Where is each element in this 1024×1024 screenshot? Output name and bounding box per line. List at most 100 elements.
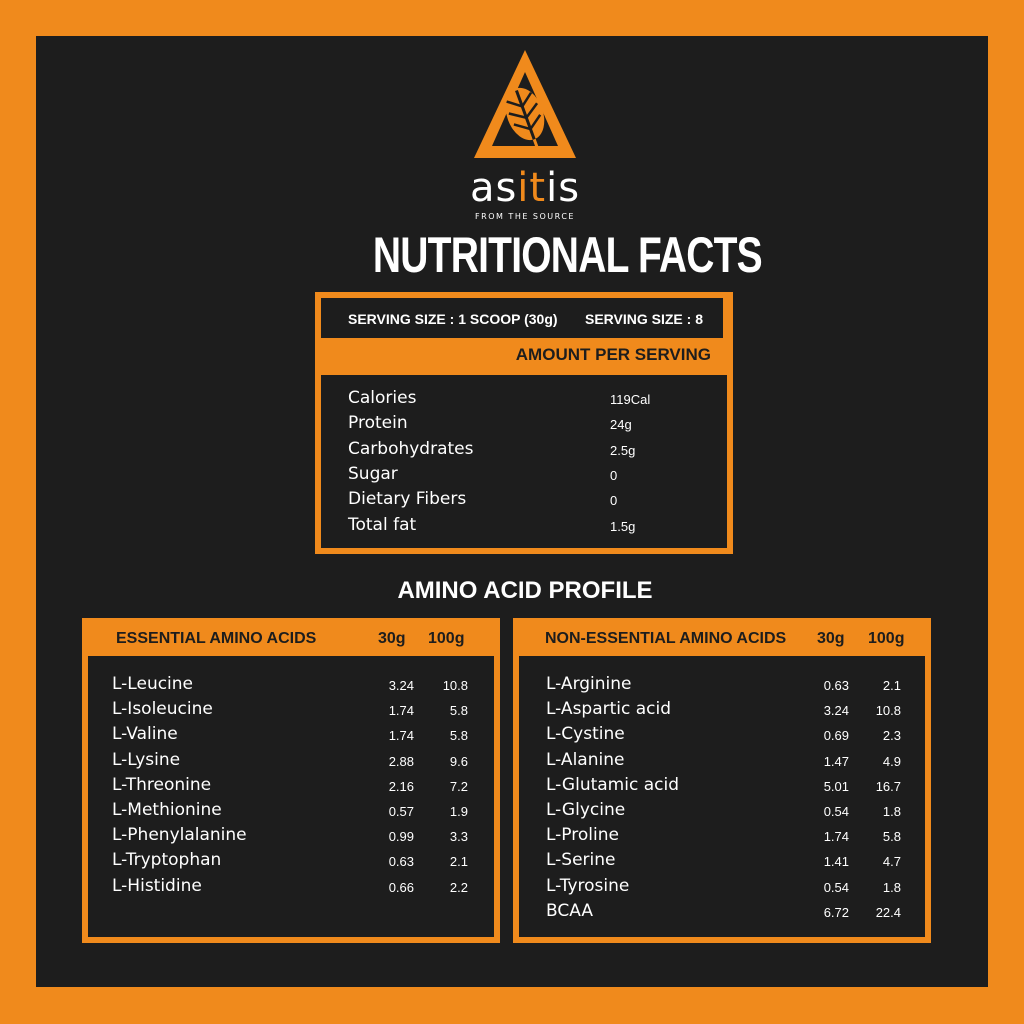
amino-name: L-Aspartic acid [546,699,672,720]
nutrient-name: Sugar [348,463,398,484]
nutrition-row: Protein 24g [348,413,718,438]
amino-profile-title: AMINO ACID PROFILE [397,577,653,604]
amino-value-100g: 9.6 [449,753,468,769]
amino-value-30g: 0.63 [388,854,414,870]
amino-name: L-Glycine [546,800,626,820]
amino-row: L-Aspartic acid 3.24 10.8 [546,699,925,724]
amino-value-30g: 0.54 [823,879,849,895]
brand-tagline: FROM THE SOURCE [475,212,575,221]
amino-value-30g: 0.54 [823,804,849,819]
amino-value-100g: 3.3 [449,829,468,845]
nonessential-rows: L-Arginine 0.63 2.1 L-Aspartic acid 3.24 10.8… [519,656,925,937]
amino-name: L-Arginine [546,674,632,694]
nutrient-name: Carbohydrates [348,438,474,459]
nutrient-name: Calories [348,388,417,408]
amino-value-30g: 5.01 [823,778,849,794]
amino-name: L-Methionine [112,800,222,820]
amino-value-30g: 0.63 [823,678,849,693]
amino-name: L-Leucine [112,674,194,694]
leaf-triangle-icon [474,50,576,158]
amino-value-30g: 1.47 [823,753,849,769]
amino-value-100g: 5.8 [882,829,901,845]
amino-value-30g: 2.16 [388,778,414,794]
amino-value-30g: 2.88 [388,753,414,769]
amino-row: L-Glutamic acid 5.01 16.7 [546,775,925,800]
amino-value-100g: 4.7 [882,854,901,870]
servings-count: SERVING SIZE : 8 [585,311,703,327]
essential-rows: L-Leucine 3.24 10.8 L-Isoleucine 1.74 5.8 L-Va… [88,656,494,937]
amino-row: L-Tyrosine 0.54 1.8 [546,876,925,901]
essential-col-30g: 30g [378,630,406,647]
nutrition-facts-box: SERVING SIZE : 1 SCOOP (30g) SERVING SIZ… [315,292,733,554]
amino-row: L-Lysine 2.88 9.6 [112,750,494,775]
nonessential-amino-table: NON-ESSENTIAL AMINO ACIDS 30g 100g L-Arg… [513,618,931,943]
amino-name: L-Histidine [112,875,202,896]
amino-value-30g: 0.57 [388,804,414,819]
essential-amino-table: ESSENTIAL AMINO ACIDS 30g 100g L-Leucine… [82,618,500,943]
serving-info: SERVING SIZE : 1 SCOOP (30g) SERVING SIZ… [321,298,723,338]
amino-value-100g: 4.9 [882,753,901,769]
amino-row: L-Serine 1.41 4.7 [546,850,925,875]
amino-value-100g: 2.2 [449,879,468,895]
amino-value-100g: 10.8 [875,703,901,719]
amino-row: L-Methionine 0.57 1.9 [112,800,494,825]
amino-name: L-Cystine [546,724,625,745]
amino-name: BCAA [546,900,593,921]
nutrition-row: Total fat 1.5g [348,515,718,540]
amino-value-30g: 1.74 [823,829,849,845]
amino-value-100g: 2.1 [882,678,901,693]
amino-row: L-Tryptophan 0.63 2.1 [112,850,494,875]
nutrient-name: Dietary Fibers [348,489,467,510]
amino-name: L-Valine [112,724,178,745]
amino-value-100g: 1.9 [449,804,468,819]
amino-value-30g: 1.74 [388,703,414,719]
amino-row: L-Phenylalanine 0.99 3.3 [112,825,494,850]
nonessential-col-100g: 100g [868,630,905,647]
amino-value-30g: 0.99 [388,829,414,845]
amino-row: L-Alanine 1.47 4.9 [546,750,925,775]
nutrition-rows: Calories 119Cal Protein 24g Carbohydrates 2.5… [321,375,727,548]
nonessential-col-30g: 30g [817,630,845,647]
amino-value-30g: 3.24 [823,703,849,719]
amino-name: L-Isoleucine [112,699,213,720]
amino-value-30g: 1.41 [823,854,849,870]
amino-value-100g: 16.7 [875,778,901,794]
nutrient-name: Protein [348,413,408,434]
nutrition-row: Carbohydrates 2.5g [348,439,718,464]
amino-value-30g: 3.24 [388,678,414,693]
amino-value-100g: 2.1 [449,854,468,870]
amino-name: L-Threonine [112,774,212,795]
nutrient-value: 119Cal [610,392,651,407]
amino-row: L-Valine 1.74 5.8 [112,724,494,749]
page-title: NUTRITIONAL FACTS [372,227,763,283]
amino-value-100g: 22.4 [875,904,901,920]
amino-row: L-Leucine 3.24 10.8 [112,674,494,699]
nutrient-value: 1.5g [610,518,636,534]
amino-row: L-Proline 1.74 5.8 [546,825,925,850]
amino-name: L-Proline [546,825,619,846]
nutrition-row: Calories 119Cal [348,388,718,413]
amino-value-100g: 7.2 [449,778,468,794]
amino-name: L-Alanine [546,749,625,770]
amino-value-100g: 10.8 [442,678,468,693]
essential-header: ESSENTIAL AMINO ACIDS [116,630,317,647]
amino-row: L-Histidine 0.66 2.2 [112,876,494,901]
amino-value-100g: 5.8 [449,728,468,744]
amino-value-100g: 5.8 [449,703,468,719]
amino-name: L-Lysine [112,749,181,770]
amino-value-30g: 6.72 [823,904,849,920]
amino-name: L-Serine [546,850,616,871]
nutrient-value: 0 [610,493,618,509]
amino-row: L-Isoleucine 1.74 5.8 [112,699,494,724]
amino-row: L-Arginine 0.63 2.1 [546,674,925,699]
brand-name: asitis [469,165,581,211]
amino-name: L-Phenylalanine [112,825,247,846]
nutrient-value: 24g [610,417,632,433]
nonessential-header: NON-ESSENTIAL AMINO ACIDS [545,630,787,647]
nutrition-row: Dietary Fibers 0 [348,489,718,514]
amino-row: L-Threonine 2.16 7.2 [112,775,494,800]
brand-logo: asitis FROM THE SOURCE [460,48,590,226]
amino-name: L-Glutamic acid [546,774,679,795]
amino-value-30g: 0.69 [823,728,849,744]
amino-row: BCAA 6.72 22.4 [546,901,925,926]
